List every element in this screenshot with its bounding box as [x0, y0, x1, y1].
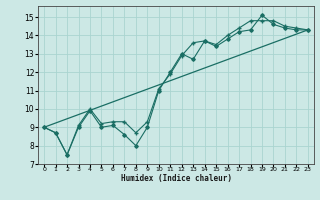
X-axis label: Humidex (Indice chaleur): Humidex (Indice chaleur): [121, 174, 231, 183]
